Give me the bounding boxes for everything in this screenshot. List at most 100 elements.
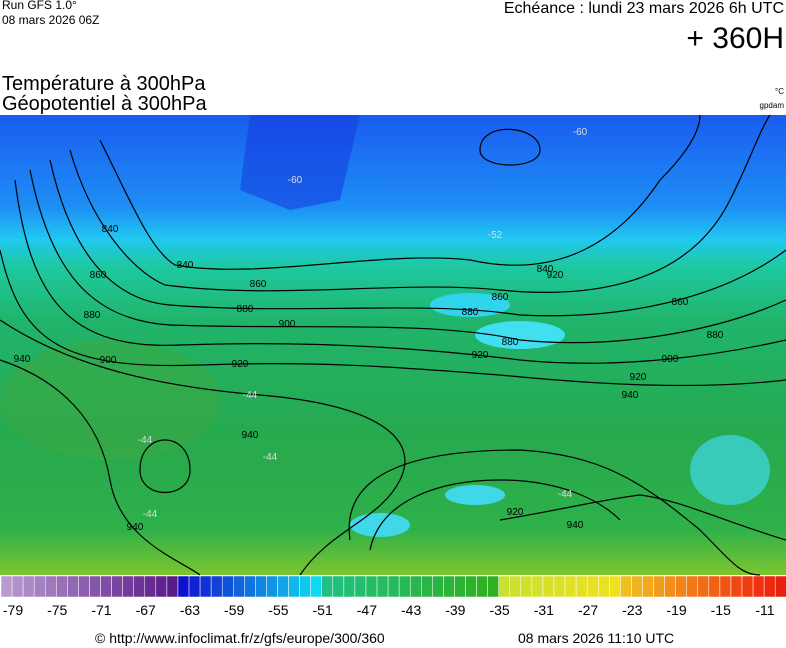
color-swatch — [664, 575, 676, 598]
color-swatch — [44, 575, 57, 598]
color-swatch — [22, 575, 35, 598]
temperature-label: -44 — [143, 509, 158, 520]
title-geopotential: Géopotentiel à 300hPa — [2, 93, 207, 115]
color-swatch — [620, 575, 632, 598]
color-bar-label: -19 — [666, 602, 686, 618]
color-bar-label: -27 — [578, 602, 598, 618]
color-swatch — [299, 575, 311, 598]
color-swatch — [708, 575, 721, 598]
contour-label: 940 — [242, 430, 259, 441]
color-bar-label: -75 — [47, 602, 67, 618]
echeance: Echéance : lundi 23 mars 2026 6h UTC — [504, 0, 784, 17]
color-swatch — [730, 575, 743, 598]
contour-label: 940 — [622, 390, 639, 401]
unit-geopotential: gpdam — [760, 101, 785, 110]
run-date: 08 mars 2026 06Z — [2, 13, 99, 27]
color-swatch — [398, 575, 411, 598]
color-swatch — [33, 575, 46, 598]
temperature-label: -60 — [288, 175, 303, 186]
color-swatch — [111, 575, 123, 598]
color-swatch — [144, 575, 157, 598]
cold-pool — [690, 435, 770, 505]
temperature-label: -60 — [573, 127, 588, 138]
color-bar-label: -79 — [3, 602, 23, 618]
color-bar-label: -35 — [489, 602, 509, 618]
color-swatch — [774, 575, 786, 598]
run-label: Run GFS 1.0° — [2, 0, 77, 12]
warm-area — [0, 340, 220, 460]
color-swatch — [686, 575, 699, 598]
color-swatch — [67, 575, 79, 598]
lead-time: + 360H — [686, 22, 784, 55]
temperature-label: -44 — [558, 489, 573, 500]
color-swatch — [199, 575, 212, 598]
footer-url: © http://www.infoclimat.fr/z/gfs/europe/… — [95, 630, 385, 646]
color-swatch — [56, 575, 68, 598]
contour-label: 860 — [492, 292, 509, 303]
color-bar-label: -71 — [91, 602, 111, 618]
color-swatch — [133, 575, 146, 598]
color-swatch — [520, 575, 533, 598]
title-temperature: Température à 300hPa — [2, 73, 206, 95]
cold-core — [240, 115, 360, 210]
color-swatch — [443, 575, 455, 598]
color-swatch — [653, 575, 665, 598]
contour-label: 860 — [250, 279, 267, 290]
color-swatch — [675, 575, 687, 598]
color-swatch — [89, 575, 101, 598]
color-swatch — [188, 575, 201, 598]
color-swatch — [277, 575, 289, 598]
color-swatch — [719, 575, 732, 598]
contour-label: 880 — [237, 304, 254, 315]
color-swatch — [210, 575, 223, 598]
temperature-label: -44 — [138, 435, 153, 446]
contour-label: 900 — [100, 355, 117, 366]
color-swatch — [575, 575, 588, 598]
temperature-label: -44 — [263, 452, 278, 463]
unit-temperature: °C — [775, 87, 784, 96]
color-bar-label: -11 — [755, 602, 774, 618]
contour-label: 880 — [707, 330, 724, 341]
color-swatch — [421, 575, 433, 598]
contour-label: 920 — [507, 507, 524, 518]
geopotential-contours — [0, 114, 786, 576]
contour-label: 880 — [462, 307, 479, 318]
color-bar-label: -43 — [401, 602, 421, 618]
contour-labels: 840 860 880 900 920 940 840 860 880 900 920 940 940 8… — [14, 224, 724, 533]
cold-pool — [445, 485, 505, 505]
contour-label: 920 — [547, 270, 564, 281]
color-bar-label: -67 — [136, 602, 156, 618]
temperature-labels: -60 -60 -52 -44 -44 -44 -44 -44 — [138, 127, 588, 520]
color-swatch — [631, 575, 643, 598]
color-swatch — [100, 575, 112, 598]
contour-label: 860 — [90, 270, 107, 281]
color-swatch — [697, 575, 710, 598]
color-swatch — [122, 575, 134, 598]
color-swatch — [233, 575, 245, 598]
color-swatch — [177, 575, 190, 598]
color-swatch — [498, 575, 511, 598]
color-swatch — [465, 575, 477, 598]
map: 840 860 880 900 920 940 840 860 880 900 920 940 940 8… — [0, 114, 786, 576]
contour-label: 940 — [14, 354, 31, 365]
color-swatch — [454, 575, 466, 598]
color-swatch — [487, 575, 499, 598]
contour-label: 880 — [84, 310, 101, 321]
contour-label: 840 — [537, 264, 554, 275]
color-swatch — [266, 575, 278, 598]
color-swatch — [586, 575, 599, 598]
color-bar-label: -39 — [445, 602, 465, 618]
color-swatch — [0, 575, 13, 598]
contour-label: 860 — [672, 297, 689, 308]
temperature-label: -52 — [488, 230, 503, 241]
color-swatch — [597, 575, 610, 598]
color-swatch — [78, 575, 90, 598]
contour-label: 880 — [502, 337, 519, 348]
color-swatch — [531, 575, 544, 598]
color-bar-label: -15 — [711, 602, 731, 618]
color-swatch — [255, 575, 267, 598]
color-swatch — [376, 575, 389, 598]
contour-label: 940 — [567, 520, 584, 531]
